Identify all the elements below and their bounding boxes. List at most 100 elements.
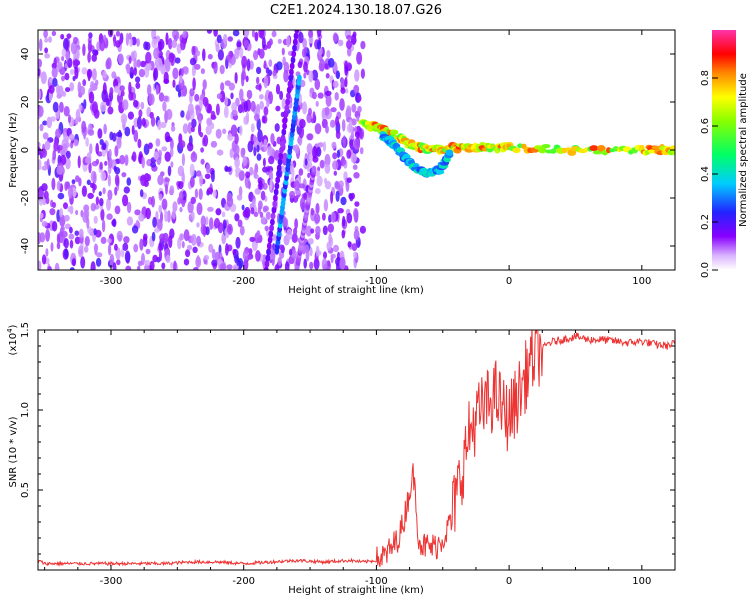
noise-point xyxy=(89,80,95,92)
noise-point xyxy=(291,166,295,179)
noise-point xyxy=(228,82,235,91)
noise-point xyxy=(333,170,337,176)
noise-point xyxy=(212,189,217,198)
noise-point xyxy=(332,32,338,43)
trace-point xyxy=(289,68,294,76)
trace-point xyxy=(276,164,282,172)
noise-point xyxy=(226,264,233,270)
noise-point xyxy=(332,160,339,170)
noise-point xyxy=(210,114,217,120)
noise-point xyxy=(111,219,116,227)
trace-point xyxy=(273,188,279,196)
noise-point xyxy=(227,223,233,235)
noise-point xyxy=(306,143,313,155)
noise-point xyxy=(249,166,254,176)
noise-point xyxy=(288,248,293,256)
noise-point xyxy=(126,216,133,226)
noise-point xyxy=(38,147,42,156)
noise-point xyxy=(242,156,248,167)
noise-point xyxy=(88,161,92,174)
noise-point xyxy=(256,144,260,153)
noise-point xyxy=(95,142,99,155)
noise-point xyxy=(223,105,229,119)
trace-point xyxy=(277,158,283,166)
x-tick-label: 100 xyxy=(632,576,651,587)
snr-y-scale: (x104) xyxy=(6,324,19,355)
noise-point xyxy=(123,186,130,194)
noise-point xyxy=(202,96,209,107)
noise-point xyxy=(145,51,152,64)
noise-point xyxy=(239,88,244,102)
noise-point xyxy=(164,62,171,73)
trace-point xyxy=(512,147,521,154)
noise-point xyxy=(225,166,232,172)
noise-point xyxy=(222,128,227,135)
noise-point xyxy=(352,164,358,170)
noise-point xyxy=(106,198,111,211)
colorbar-tick-label: 0.0 xyxy=(700,262,711,278)
noise-point xyxy=(68,133,75,141)
snr-panel: -300 -200 -100 0 100 0.5 1.0 1.5 Height of stra… xyxy=(6,322,676,596)
trace-point xyxy=(283,110,289,118)
noise-point xyxy=(309,261,314,270)
noise-point xyxy=(238,186,243,197)
noise-point xyxy=(204,173,211,179)
noise-point xyxy=(351,37,357,44)
noise-point xyxy=(202,48,206,62)
noise-point xyxy=(279,90,284,100)
noise-point xyxy=(281,47,285,56)
noise-point xyxy=(316,30,322,38)
noise-point xyxy=(108,148,112,159)
noise-point xyxy=(104,160,108,166)
colorbar-tick-label: 0.8 xyxy=(700,70,711,86)
noise-point xyxy=(149,260,155,270)
noise-point xyxy=(178,181,184,190)
noise-point xyxy=(322,225,328,236)
noise-point xyxy=(151,231,156,242)
noise-point xyxy=(39,123,44,132)
noise-point xyxy=(263,106,269,116)
noise-point xyxy=(56,233,61,245)
noise-point xyxy=(275,105,281,112)
noise-point xyxy=(165,183,168,195)
noise-point xyxy=(253,50,259,61)
noise-point xyxy=(168,52,175,63)
noise-point xyxy=(171,209,176,220)
noise-point xyxy=(114,205,121,215)
noise-point xyxy=(109,87,114,96)
noise-point xyxy=(327,223,334,233)
noise-point xyxy=(203,134,209,147)
noise-point xyxy=(211,248,216,260)
noise-point xyxy=(89,143,93,155)
noise-point xyxy=(71,179,76,185)
noise-point xyxy=(321,108,325,121)
noise-point xyxy=(284,261,290,270)
noise-point xyxy=(353,251,357,259)
noise-point xyxy=(177,237,182,250)
noise-point xyxy=(122,194,129,207)
noise-point xyxy=(254,31,259,42)
noise-point xyxy=(157,119,162,131)
noise-point xyxy=(216,34,222,44)
noise-point xyxy=(317,142,324,148)
noise-point xyxy=(91,68,97,81)
trace-point xyxy=(282,116,288,124)
x-tick-label: -300 xyxy=(100,276,123,287)
noise-point xyxy=(230,124,238,137)
noise-point xyxy=(121,172,127,178)
noise-point xyxy=(190,196,196,205)
noise-point xyxy=(181,171,185,185)
noise-point xyxy=(153,151,159,161)
noise-point xyxy=(336,149,341,159)
noise-point xyxy=(45,228,50,242)
trace-point xyxy=(286,86,292,94)
noise-point xyxy=(109,131,114,141)
noise-point xyxy=(303,61,308,73)
trace-point xyxy=(266,248,271,256)
x-tick-label: 0 xyxy=(506,576,512,587)
noise-point xyxy=(198,188,203,201)
noise-point xyxy=(157,149,163,158)
noise-point xyxy=(100,236,107,244)
noise-point xyxy=(216,149,224,156)
